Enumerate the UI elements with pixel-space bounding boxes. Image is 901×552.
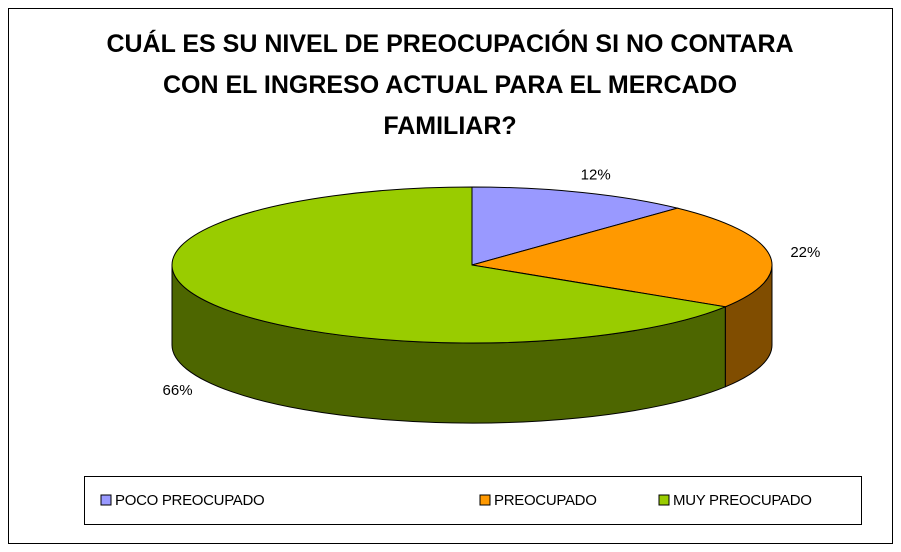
legend-box bbox=[84, 476, 862, 525]
chart-title: CUÁL ES SU NIVEL DE PREOCUPACIÓN SI NO C… bbox=[106, 30, 794, 140]
pie-slice bbox=[471, 186, 680, 266]
data-label: 66% bbox=[163, 382, 193, 399]
data-label: 12% bbox=[581, 167, 611, 184]
legend-swatch bbox=[100, 494, 112, 506]
legend-swatch bbox=[479, 494, 491, 506]
legend-label: PREOCUPADO bbox=[494, 492, 597, 509]
legend-label: MUY PREOCUPADO bbox=[673, 492, 812, 509]
legend-swatch bbox=[658, 494, 670, 506]
data-label: 22% bbox=[790, 244, 820, 261]
legend-label: POCO PREOCUPADO bbox=[115, 492, 264, 509]
pie-slice bbox=[471, 207, 773, 308]
pie-slice bbox=[171, 186, 728, 344]
